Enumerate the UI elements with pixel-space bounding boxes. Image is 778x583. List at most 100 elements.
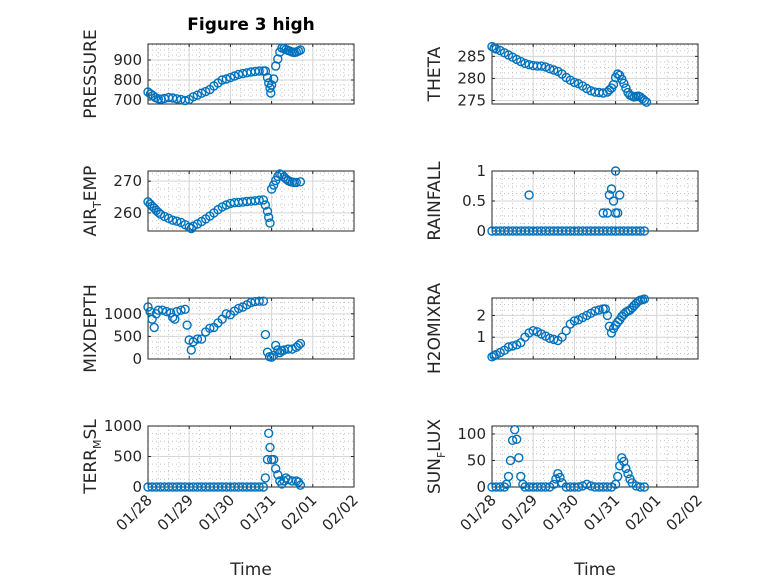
data-point <box>503 342 514 352</box>
data-point <box>269 74 279 84</box>
y-tick-label: 280 <box>457 69 486 87</box>
data-point <box>499 482 510 492</box>
data-point <box>262 206 273 217</box>
data-point <box>555 472 565 483</box>
y-axis-label: PRESSURE <box>81 29 101 118</box>
data-point <box>295 177 306 187</box>
y-tick-label: 285 <box>457 47 486 65</box>
data-point <box>295 338 306 349</box>
y-tick-label: 500 <box>113 448 142 466</box>
data-point <box>260 329 271 340</box>
data-point <box>545 333 555 343</box>
data-point <box>549 65 559 75</box>
data-point <box>233 303 244 314</box>
data-point <box>510 425 520 435</box>
data-point <box>545 63 555 74</box>
data-point <box>613 471 623 482</box>
y-axis-label: SUNFLUX <box>425 419 448 494</box>
data-point <box>161 306 172 317</box>
data-point <box>549 334 559 345</box>
data-point <box>557 332 567 342</box>
axes-frame <box>147 43 355 105</box>
data-point <box>184 222 194 232</box>
data-point <box>291 177 301 188</box>
data-point <box>619 78 629 89</box>
y-axis-label: RAINFALL <box>425 161 445 241</box>
data-point <box>269 454 279 465</box>
data-point <box>271 340 281 351</box>
data-point <box>196 88 207 98</box>
data-point <box>167 215 178 225</box>
y-tick-label: 900 <box>113 51 142 69</box>
x-tick-label: 01/29 <box>498 491 541 534</box>
data-point <box>635 482 645 492</box>
y-tick-label: 800 <box>113 71 142 89</box>
data-point <box>639 294 650 304</box>
data-point <box>514 453 524 463</box>
y-axis-label: THETA <box>425 46 445 102</box>
y-axis-label: MIXDEPTH <box>81 284 101 373</box>
data-point <box>528 326 538 336</box>
data-point <box>176 305 186 315</box>
data-point <box>258 482 269 492</box>
x-tick-label: 01/31 <box>236 491 279 534</box>
data-point <box>254 195 264 205</box>
x-tick-label: 02/01 <box>277 491 320 534</box>
data-point <box>295 45 306 55</box>
data-point <box>606 328 617 338</box>
data-point <box>600 304 610 314</box>
data-point <box>507 341 518 351</box>
y-axis-label: H2OMIXRA <box>425 283 445 374</box>
data-point <box>264 212 274 223</box>
data-point <box>260 200 271 210</box>
data-point <box>254 66 264 76</box>
data-point <box>569 77 580 88</box>
y-tick-label: 0 <box>132 350 142 368</box>
axes-frame <box>491 43 699 105</box>
data-point <box>295 480 306 490</box>
data-point <box>621 83 631 93</box>
data-point <box>293 340 304 351</box>
panel-pressure: 700 800 900 PRESSURE <box>81 29 355 119</box>
y-tick-label: 0.5 <box>462 192 486 210</box>
y-tick-label: 275 <box>457 91 486 109</box>
panel-theta: 275 280 285 THETA <box>425 41 699 109</box>
x-tick-label: 01/29 <box>154 491 197 534</box>
x-tick-label: 01/30 <box>195 491 238 534</box>
panel-air-temp: 260 270 AIRTEMP <box>81 166 355 237</box>
data-point <box>573 482 584 492</box>
data-point <box>287 476 297 486</box>
data-point <box>264 428 274 438</box>
data-point <box>271 464 281 474</box>
data-point <box>254 296 264 306</box>
panel-rainfall: 0 0.5 1 RAINFALL <box>425 161 699 241</box>
data-point <box>266 88 276 98</box>
y-tick-label: 1000 <box>104 305 142 323</box>
y-tick-label: 0 <box>476 222 486 240</box>
data-point <box>518 479 528 489</box>
data-point <box>602 482 613 492</box>
y-tick-label: 700 <box>113 91 142 109</box>
data-point <box>260 66 271 76</box>
panel-sun-flux: 0 50 100 SUNFLUX 01/2801/2901/3001/3102/0102… <box>425 419 706 535</box>
data-point <box>172 306 182 317</box>
data-point <box>569 316 580 326</box>
data-point <box>635 226 645 236</box>
data-point <box>540 482 551 492</box>
data-point <box>229 71 240 81</box>
data-point <box>180 95 190 106</box>
data-point <box>520 58 530 69</box>
data-point <box>265 218 275 228</box>
data-point <box>165 308 176 318</box>
y-tick-label: 270 <box>113 172 142 190</box>
data-point <box>615 190 625 200</box>
data-point <box>516 56 526 67</box>
data-point <box>180 304 190 314</box>
y-tick-label: 260 <box>113 204 142 222</box>
data-point <box>186 345 197 355</box>
x-tick-label: 01/28 <box>113 491 156 534</box>
y-axis-label: AIRTEMP <box>81 166 104 237</box>
data-point <box>221 200 232 210</box>
